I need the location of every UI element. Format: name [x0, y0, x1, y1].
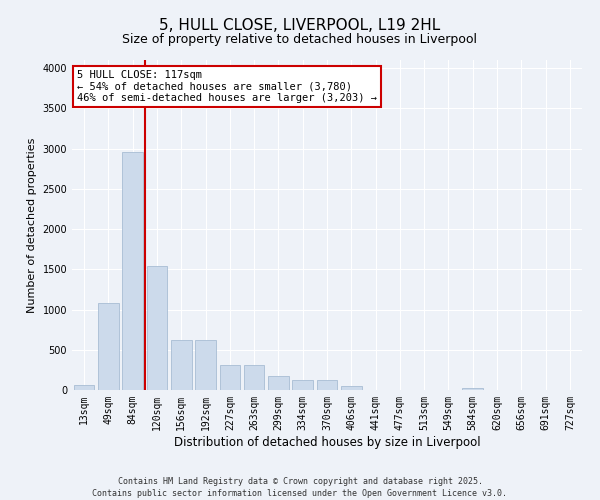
- X-axis label: Distribution of detached houses by size in Liverpool: Distribution of detached houses by size …: [173, 436, 481, 448]
- Bar: [195, 340, 216, 390]
- Bar: [220, 365, 240, 390]
- Bar: [341, 386, 362, 390]
- Bar: [171, 340, 191, 390]
- Bar: [463, 388, 483, 390]
- Y-axis label: Number of detached properties: Number of detached properties: [27, 138, 37, 312]
- Text: Size of property relative to detached houses in Liverpool: Size of property relative to detached ho…: [122, 32, 478, 46]
- Text: 5, HULL CLOSE, LIVERPOOL, L19 2HL: 5, HULL CLOSE, LIVERPOOL, L19 2HL: [160, 18, 440, 32]
- Bar: [317, 380, 337, 390]
- Bar: [292, 380, 313, 390]
- Bar: [74, 385, 94, 390]
- Bar: [146, 266, 167, 390]
- Bar: [268, 376, 289, 390]
- Text: Contains HM Land Registry data © Crown copyright and database right 2025.
Contai: Contains HM Land Registry data © Crown c…: [92, 476, 508, 498]
- Bar: [122, 152, 143, 390]
- Bar: [98, 303, 119, 390]
- Bar: [244, 365, 265, 390]
- Text: 5 HULL CLOSE: 117sqm
← 54% of detached houses are smaller (3,780)
46% of semi-de: 5 HULL CLOSE: 117sqm ← 54% of detached h…: [77, 70, 377, 103]
